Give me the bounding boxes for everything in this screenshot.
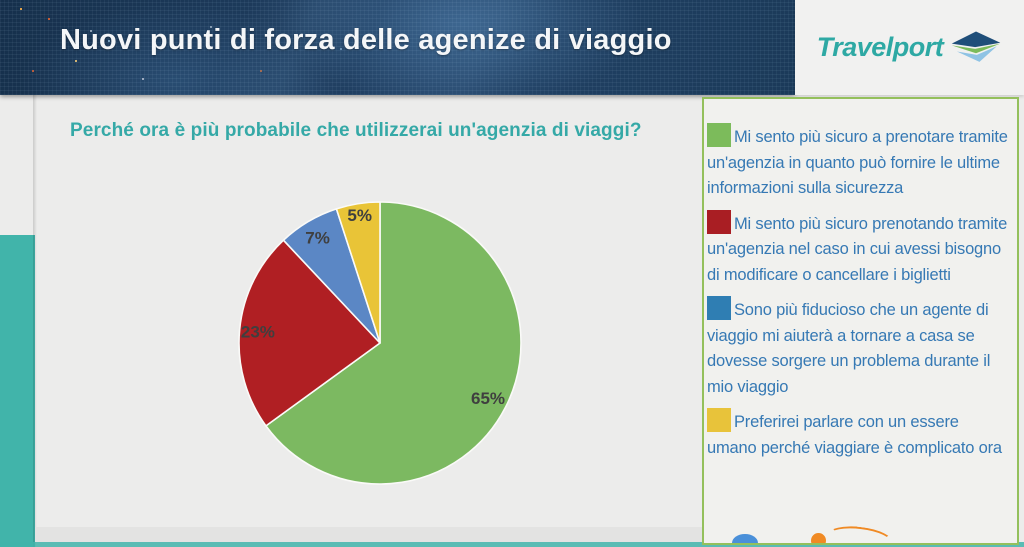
- decorative-arc-orange-icon: [825, 523, 895, 543]
- legend-item-1: Mi sento più sicuro prenotando tramite u…: [707, 209, 1011, 289]
- pie-label-1: 23%: [241, 323, 275, 342]
- legend-swatch-0: [707, 123, 731, 147]
- legend-label-3: Preferirei parlare con un essere umano p…: [707, 413, 1002, 457]
- header-band: Nuovi punti di forza delle agenize di vi…: [0, 0, 795, 95]
- pie-label-3: 5%: [347, 206, 372, 225]
- travelport-logo-icon: [951, 31, 1001, 62]
- legend-item-2: Sono più fiducioso che un agente di viag…: [707, 296, 1011, 400]
- pie-label-2: 7%: [305, 228, 330, 247]
- legend-item-3: Preferirei parlare con un essere umano p…: [707, 408, 1011, 461]
- legend-label-0: Mi sento più sicuro a prenotare tramite …: [707, 128, 1008, 197]
- legend-item-0: Mi sento più sicuro a prenotare tramite …: [707, 123, 1011, 202]
- legend-label-2: Sono più fiducioso che un agente di viag…: [707, 301, 991, 396]
- logo-area: Travelport: [795, 0, 1024, 95]
- left-accent-strip: [0, 235, 35, 547]
- pie-slice-3: [335, 201, 381, 344]
- legend-swatch-3: [707, 408, 731, 432]
- pie-slice-1: [238, 239, 381, 427]
- pie-chart: 65% 23% 7% 5%: [238, 201, 522, 485]
- legend-swatch-2: [707, 296, 731, 320]
- pie-slice-0: [265, 201, 522, 485]
- bottom-edge-line: [0, 542, 1024, 547]
- decorative-arc-blue-icon: [732, 534, 758, 543]
- legend-label-1: Mi sento più sicuro prenotando tramite u…: [707, 214, 1008, 284]
- chart-legend: Mi sento più sicuro a prenotare tramite …: [702, 97, 1019, 545]
- slide-title: Nuovi punti di forza delle agenize di vi…: [60, 24, 672, 56]
- header-texture-specks: [20, 8, 22, 10]
- panel-edge-shadow: [33, 95, 37, 547]
- travelport-logo-text: Travelport: [816, 32, 944, 62]
- decorative-dot-orange-icon: [811, 533, 826, 543]
- header-texture: [0, 0, 795, 95]
- chart-title: Perché ora è più probabile che utilizzer…: [70, 120, 642, 141]
- pie-label-0: 65%: [471, 389, 505, 408]
- legend-swatch-1: [707, 209, 731, 234]
- legend-items: Mi sento più sicuro a prenotare tramite …: [707, 123, 1011, 461]
- bottom-strip: [35, 527, 702, 542]
